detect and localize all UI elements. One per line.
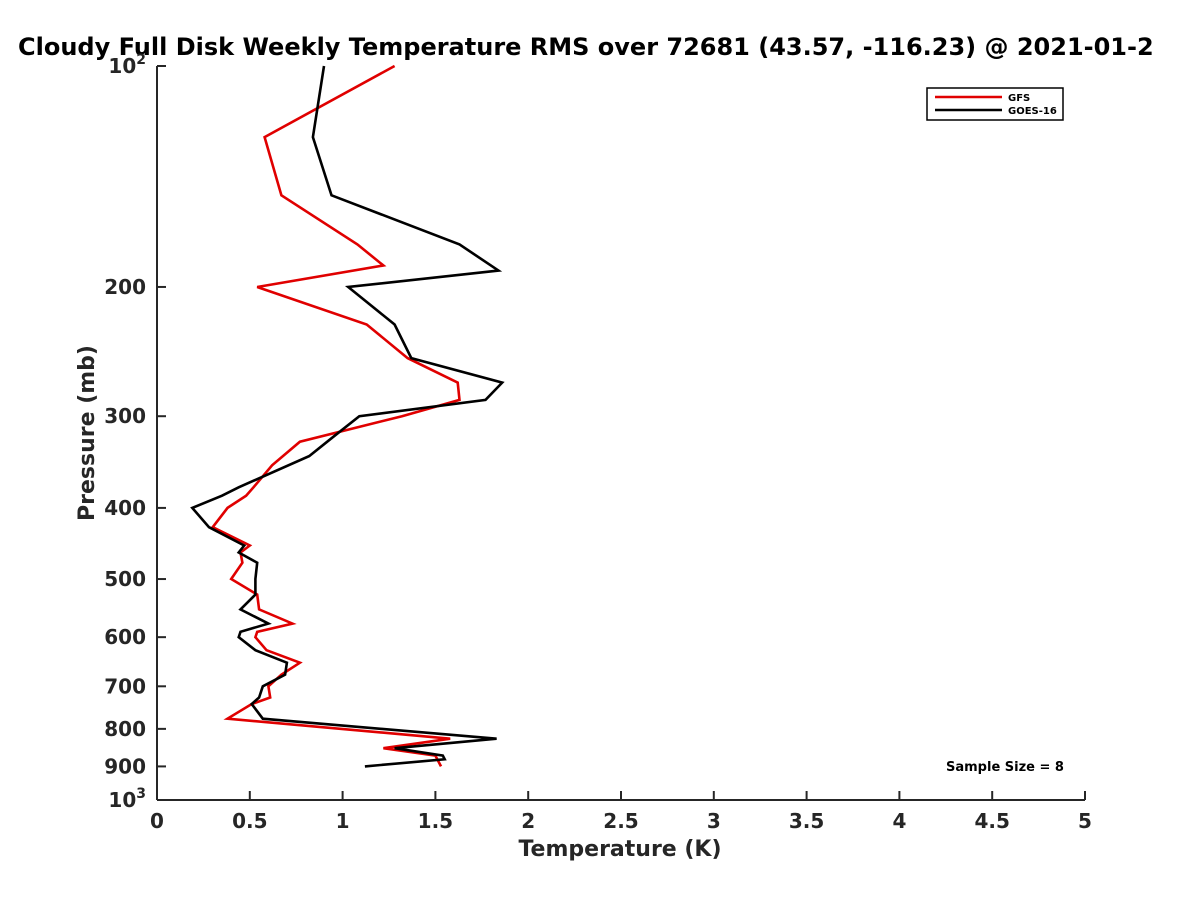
x-tick-label: 0.5 [232,809,267,833]
x-tick-label: 2 [521,809,535,833]
x-tick-label: 2.5 [603,809,638,833]
x-tick-label: 4 [892,809,906,833]
series-layer [190,64,505,768]
x-tick-label: 5 [1078,809,1092,833]
y-tick-label: 600 [104,625,146,649]
x-tick-label: 1.5 [418,809,453,833]
y-tick-label: 200 [104,275,146,299]
series-line-goes-16 [190,65,505,768]
chart-title: Cloudy Full Disk Weekly Temperature RMS … [18,33,1154,61]
y-tick-label: 800 [104,717,146,741]
y-tick-label: 103 [108,786,146,812]
x-axis-label: Temperature (K) [518,837,721,862]
y-tick-label: 700 [104,674,146,698]
x-ticks: 0 0.5 1 1.5 2 2.5 3 3.5 4 4.5 5 [150,791,1092,833]
y-tick-label: 102 [108,52,146,78]
legend-label-gfs: GFS [1008,93,1030,104]
x-tick-label: 0 [150,809,164,833]
sample-size-annotation: Sample Size = 8 [946,760,1064,775]
legend: GFS GOES-16 [926,87,1064,121]
legend-box [926,87,1064,121]
y-tick-label: 300 [104,404,146,428]
x-tick-label: 3.5 [789,809,824,833]
y-tick-label: 400 [104,496,146,520]
x-tick-label: 3 [707,809,721,833]
y-ticks: 102 200 300 400 500 600 700 800 900 103 [104,52,166,812]
y-tick-label: 500 [104,567,146,591]
legend-label-goes-16: GOES-16 [1008,106,1057,117]
y-axis-label: Pressure (mb) [75,345,100,521]
x-tick-label: 1 [336,809,350,833]
y-tick-label: 900 [104,754,146,778]
x-tick-label: 4.5 [974,809,1009,833]
